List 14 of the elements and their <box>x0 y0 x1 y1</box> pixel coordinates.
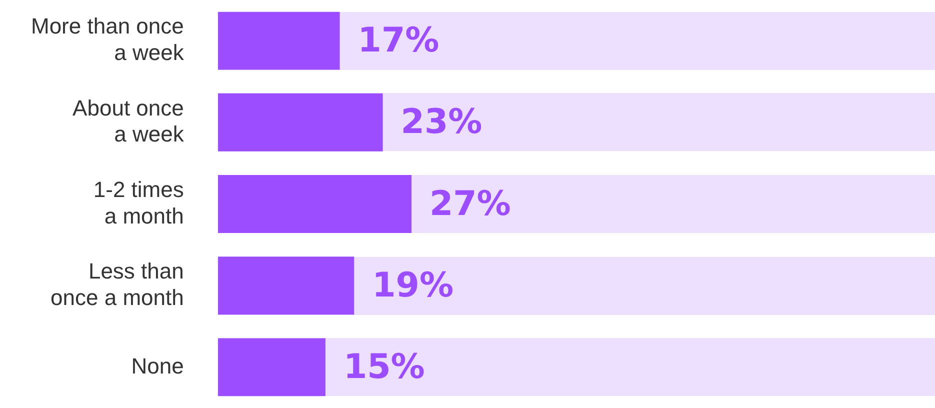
bar <box>218 338 326 396</box>
data-label: 23% <box>400 102 482 142</box>
data-label: 19% <box>372 265 454 306</box>
bar <box>218 256 354 315</box>
bar <box>218 12 340 70</box>
y-tick-label: 1-2 times a month <box>93 176 184 228</box>
y-tick-label: Less than once a month <box>50 258 184 310</box>
y-tick-label: About once a week <box>72 95 185 147</box>
data-label: 27% <box>429 184 511 224</box>
bar <box>218 93 383 152</box>
y-tick-label: More than once a week <box>30 14 185 66</box>
y-tick-label: None <box>131 353 184 378</box>
data-label: 17% <box>358 20 440 61</box>
data-label: 15% <box>343 347 425 388</box>
